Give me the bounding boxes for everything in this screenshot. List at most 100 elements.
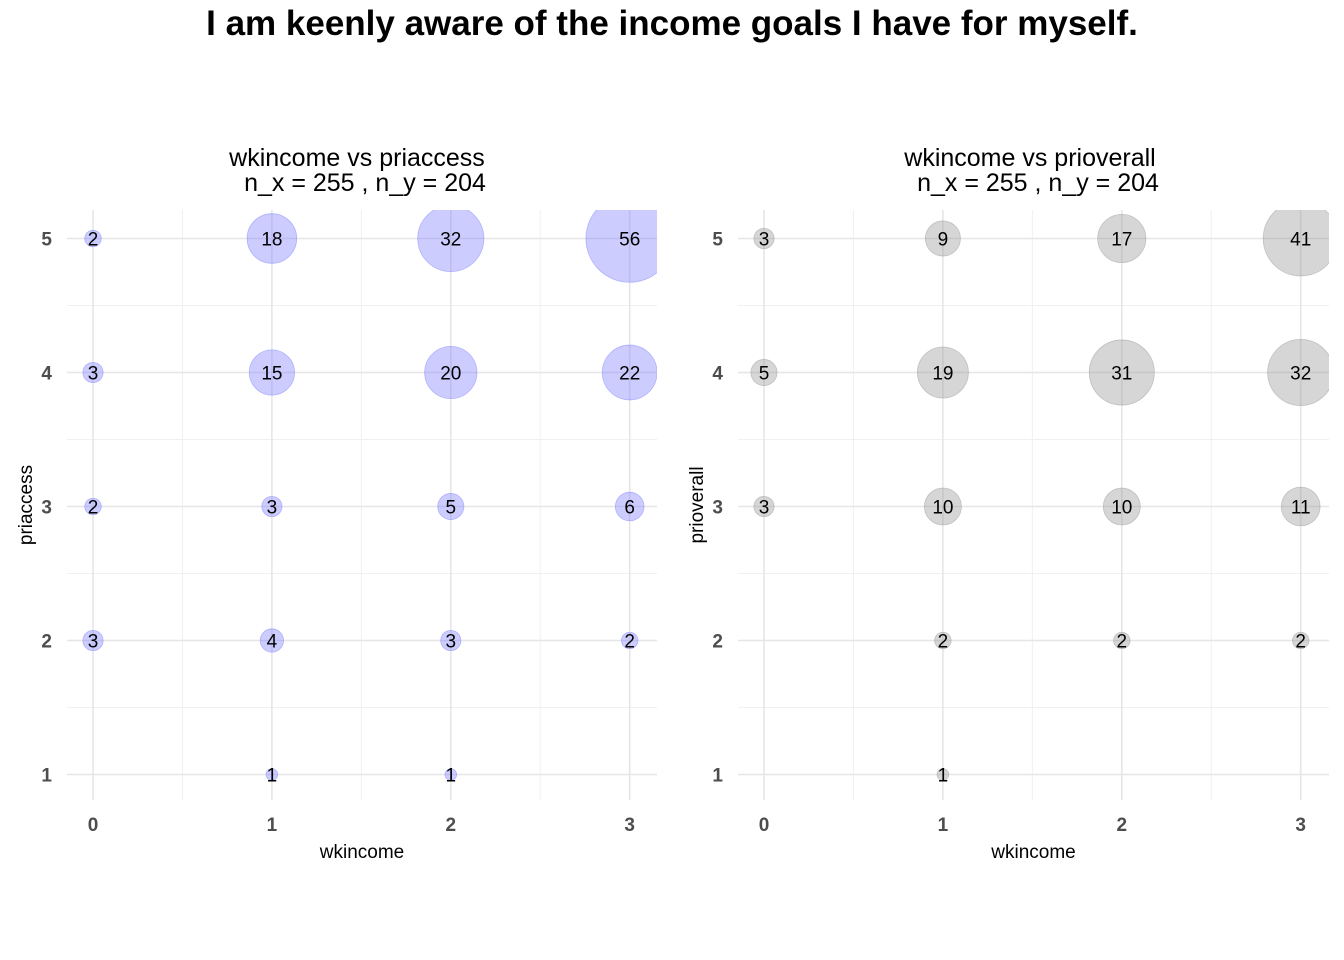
bubble-layer — [82, 210, 657, 781]
data-label: 3 — [88, 364, 99, 385]
bubble-point — [84, 497, 102, 516]
x-tick-label: 2 — [1117, 815, 1128, 836]
y-tick-label: 3 — [712, 498, 723, 519]
bubble-point — [924, 220, 961, 257]
data-label: 5 — [759, 364, 770, 385]
y-tick-label: 5 — [712, 230, 723, 251]
bubble-point — [753, 227, 775, 250]
data-label: 2 — [938, 632, 949, 653]
data-label: 41 — [1290, 230, 1311, 251]
bubble-point — [444, 768, 458, 781]
x-tick-label: 0 — [759, 815, 770, 836]
bubble-point — [1097, 213, 1147, 264]
bubble-point — [437, 493, 465, 520]
bubble-point — [614, 491, 645, 522]
bubble-point — [259, 628, 284, 653]
data-label: 4 — [267, 632, 278, 653]
bubble-point — [585, 210, 657, 283]
x-axis-title: wkincome — [319, 842, 404, 863]
data-label: 32 — [1290, 364, 1311, 385]
bubble-point — [601, 344, 657, 401]
bubble-point — [750, 359, 778, 386]
data-label: 5 — [446, 498, 457, 519]
data-label: 2 — [1295, 632, 1306, 653]
bubble-point — [936, 768, 950, 781]
data-label: 3 — [759, 230, 770, 251]
panel-subtitle: n_x = 255 , n_y = 204 — [244, 169, 486, 197]
x-tick-label: 0 — [88, 815, 99, 836]
x-tick-label: 3 — [624, 815, 635, 836]
data-label: 18 — [261, 230, 282, 251]
chart-panel-1: 2 18 32 563 15 20 222 3 5 63 4 3 21 10 1 2 312345wkincom… — [16, 144, 657, 863]
data-label: 32 — [440, 230, 461, 251]
bubble-point — [1088, 339, 1155, 406]
y-tick-label: 3 — [41, 498, 52, 519]
bubble-point — [934, 631, 952, 650]
data-label: 19 — [932, 364, 953, 385]
data-label: 2 — [88, 230, 99, 251]
data-label: 3 — [267, 498, 278, 519]
chart-panel-2: 3 9 17 415 19 31 323 10 10 112 2 210 1 2 312345wkincom… — [687, 144, 1329, 863]
bubble-point — [753, 495, 775, 518]
bubble-point — [440, 629, 462, 652]
data-label: 15 — [261, 364, 282, 385]
bubble-point — [246, 213, 298, 264]
data-label: 56 — [619, 230, 640, 251]
data-label: 17 — [1111, 230, 1132, 251]
y-tick-label: 1 — [41, 766, 52, 787]
panel-subtitle: n_x = 255 , n_y = 204 — [917, 169, 1159, 197]
data-label: 2 — [88, 498, 99, 519]
bubble-point — [1292, 631, 1310, 650]
bubble-point — [261, 495, 283, 518]
data-label: 9 — [938, 230, 949, 251]
y-tick-label: 2 — [41, 632, 52, 653]
data-label: 1 — [267, 766, 278, 787]
data-label: 2 — [624, 632, 635, 653]
y-tick-label: 5 — [41, 230, 52, 251]
bubble-point — [1102, 487, 1141, 526]
panel-title: wkincome vs prioverall — [903, 144, 1155, 172]
data-label: 10 — [1111, 498, 1132, 519]
panel-title: wkincome vs priaccess — [228, 144, 485, 172]
bubble-point — [82, 629, 104, 652]
y-tick-label: 4 — [41, 364, 52, 385]
bubble-point — [1113, 631, 1131, 650]
bubble-point — [265, 768, 279, 781]
y-tick-label: 4 — [712, 364, 723, 385]
y-tick-label: 2 — [712, 632, 723, 653]
bubble-point — [621, 631, 639, 650]
data-label: 31 — [1111, 364, 1132, 385]
y-tick-label: 1 — [712, 766, 723, 787]
bubble-point — [1262, 210, 1329, 277]
bubble-point — [1280, 486, 1321, 527]
bubble-point — [917, 346, 969, 399]
x-tick-label: 3 — [1295, 815, 1306, 836]
data-label: 3 — [759, 498, 770, 519]
x-axis-title: wkincome — [990, 842, 1075, 863]
data-label: 6 — [624, 498, 635, 519]
chart-main-title: I am keenly aware of the income goals I … — [206, 4, 1138, 43]
x-tick-label: 2 — [446, 815, 457, 836]
y-axis-title: prioverall — [687, 466, 708, 543]
x-tick-label: 1 — [267, 815, 278, 836]
data-label: 3 — [446, 632, 457, 653]
bubble-point — [924, 487, 962, 526]
data-label: 10 — [932, 498, 953, 519]
x-tick-label: 1 — [938, 815, 949, 836]
bubble-layer — [750, 210, 1329, 781]
bubble-point — [424, 345, 478, 400]
data-label: 3 — [88, 632, 99, 653]
data-label: 1 — [938, 766, 949, 787]
bubble-point — [84, 229, 102, 248]
data-label: 11 — [1291, 498, 1311, 519]
data-label: 22 — [619, 364, 640, 385]
bubble-point — [248, 349, 295, 396]
bubble-point — [417, 210, 485, 272]
y-axis-title: priaccess — [16, 465, 37, 545]
bubble-point — [82, 361, 104, 384]
data-label: 20 — [440, 364, 461, 385]
bubble-point — [1267, 339, 1329, 406]
data-label: 2 — [1117, 632, 1128, 653]
data-label: 1 — [446, 766, 457, 787]
